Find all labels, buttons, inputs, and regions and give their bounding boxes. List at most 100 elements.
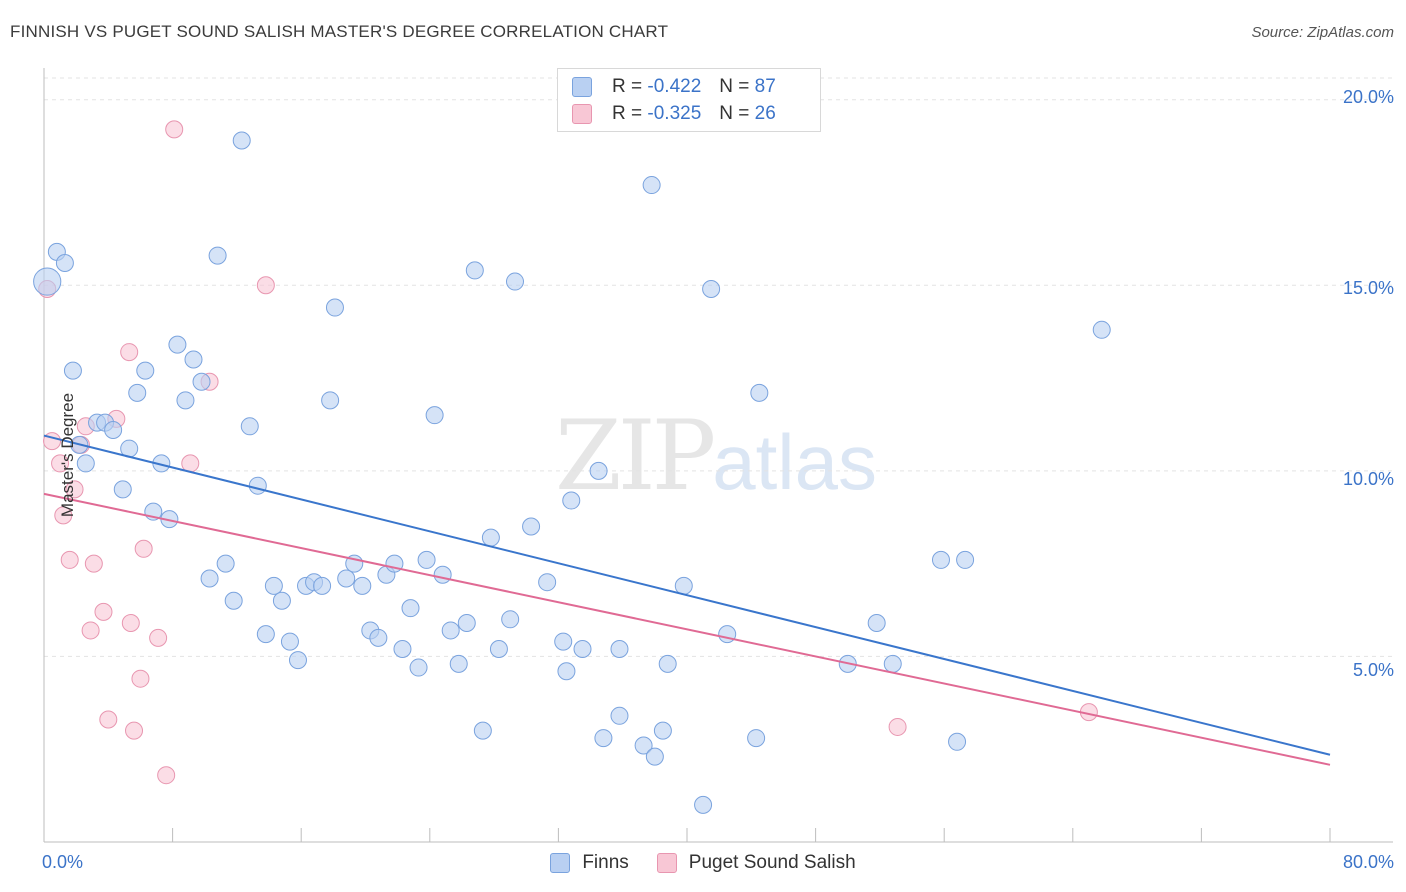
finns-point: [325, 298, 344, 317]
series-legend: Finns Puget Sound Salish: [0, 852, 1406, 874]
x-tick-label-max: 80.0%: [1342, 852, 1394, 872]
salish-point: [181, 454, 200, 473]
salish-point: [81, 621, 100, 640]
finns-point: [113, 480, 132, 499]
finns-point: [562, 491, 581, 510]
r-label: R =: [612, 76, 643, 97]
finns-point: [931, 550, 950, 569]
watermark-zip: ZIP: [555, 400, 716, 512]
finns-point: [642, 176, 661, 195]
finns-point: [425, 406, 444, 425]
salish-point: [134, 539, 153, 558]
finns-point: [465, 261, 484, 280]
finns-point: [883, 654, 902, 673]
finns-point: [176, 391, 195, 410]
finns-point: [867, 614, 886, 633]
finns-point: [232, 131, 251, 150]
finns-point: [248, 476, 267, 495]
finns-point: [610, 706, 629, 725]
chart-title: FINNISH VS PUGET SOUND SALISH MASTER'S D…: [10, 22, 669, 41]
salish-point: [165, 120, 184, 139]
y-tick-label: 5.0%: [1352, 660, 1394, 680]
trend-lines: [43, 434, 1331, 766]
salish-point: [51, 454, 70, 473]
finns-point: [489, 640, 508, 658]
finns-point: [610, 640, 629, 658]
grid-lines: [44, 77, 1393, 657]
correlation-legend: R = -0.422 N = 87 R = -0.325 N = 26: [557, 68, 821, 132]
finns-point: [33, 267, 62, 296]
n-label: N =: [719, 76, 750, 97]
finns-point: [481, 528, 500, 547]
finns-point: [554, 632, 573, 651]
finns-point: [433, 565, 452, 584]
salish-point: [99, 710, 118, 729]
finns-point: [55, 254, 74, 272]
finns-point: [417, 550, 436, 569]
salish-point: [131, 669, 150, 688]
finns-point: [449, 654, 468, 673]
legend-row-finns: R = -0.422 N = 87: [572, 75, 776, 99]
finns-point: [240, 417, 259, 436]
finns-point: [104, 421, 123, 440]
finns-point: [264, 576, 283, 595]
x-tick-label-min: 0.0%: [42, 852, 84, 872]
finns-trend-line: [43, 434, 1331, 756]
finns-point: [674, 576, 693, 595]
finns-point: [956, 550, 975, 569]
legend-item-salish[interactable]: Puget Sound Salish: [656, 852, 856, 874]
finns-point: [128, 383, 147, 402]
finns-point: [409, 658, 428, 677]
salish-point: [94, 602, 113, 621]
legend-item-finns[interactable]: Finns: [550, 852, 629, 874]
finns-point: [505, 272, 524, 291]
finns-point: [393, 640, 412, 658]
finns-point: [594, 729, 613, 748]
finns-point: [192, 372, 211, 391]
zipatlas-watermark: ZIPatlas: [555, 400, 877, 512]
finns-point: [136, 361, 155, 380]
finns-point: [522, 517, 541, 536]
finns-point: [280, 632, 299, 651]
y-tick-label: 10.0%: [1342, 469, 1394, 489]
finns-point: [224, 591, 243, 610]
finns-point: [369, 628, 388, 647]
finns-point: [401, 599, 420, 618]
finns-swatch: [572, 77, 592, 97]
finns-point: [76, 454, 95, 473]
finns-point: [200, 569, 219, 588]
finns-point: [694, 795, 713, 814]
finns-point: [747, 729, 766, 748]
finns-point: [353, 576, 372, 595]
finns-point: [184, 350, 203, 369]
finns-point: [168, 335, 187, 354]
n-value: 26: [754, 103, 776, 124]
salish-swatch: [656, 853, 677, 873]
salish-point: [120, 343, 139, 362]
salish-point: [60, 550, 79, 569]
salish-point: [54, 506, 73, 525]
finns-point: [457, 614, 476, 633]
watermark-atlas: atlas: [712, 418, 877, 506]
finns-point: [702, 279, 721, 298]
finns-point: [321, 391, 340, 410]
n-value: 87: [754, 76, 776, 97]
finns-point: [750, 383, 769, 402]
y-tick-label: 15.0%: [1342, 278, 1394, 298]
salish-point: [84, 554, 103, 573]
salish-point: [256, 276, 275, 295]
legend-label-salish: Puget Sound Salish: [688, 852, 856, 873]
salish-trend-line: [43, 492, 1331, 766]
salish-point: [65, 480, 84, 499]
finns-point: [63, 361, 82, 380]
finns-point: [272, 591, 291, 610]
finns-points: [33, 131, 1111, 814]
finns-point: [658, 654, 677, 673]
finns-point: [634, 736, 653, 755]
finns-point: [573, 640, 592, 658]
y-tick-label: 20.0%: [1342, 87, 1394, 107]
salish-point: [125, 721, 144, 740]
finns-point: [653, 721, 672, 740]
finns-point: [216, 554, 235, 573]
